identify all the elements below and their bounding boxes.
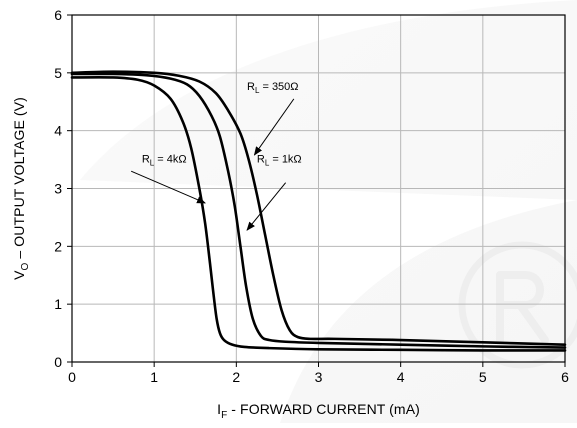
- y-axis-title: VO – OUTPUT VOLTAGE (V): [11, 97, 31, 280]
- annotation-4k-label: RL = 4kΩ: [142, 153, 187, 167]
- y-axis-text: – OUTPUT VOLTAGE (V): [11, 97, 27, 262]
- x-tick-label: 0: [68, 369, 76, 385]
- annotation-text: = 4kΩ: [154, 153, 186, 165]
- x-tick-label: 2: [232, 369, 240, 385]
- annotation-text: = 350Ω: [259, 81, 298, 93]
- x-tick-label: 1: [150, 369, 158, 385]
- annotation-1k-arrow: [247, 183, 286, 230]
- y-axis-subscript: O: [20, 262, 31, 270]
- y-tick-label: 5: [54, 65, 62, 81]
- annotation-symbol: R: [247, 81, 255, 93]
- y-tick-label: 0: [54, 354, 62, 370]
- x-axis-text: - FORWARD CURRENT (mA): [227, 401, 420, 417]
- y-tick-label: 3: [54, 181, 62, 197]
- y-tick-label: 1: [54, 296, 62, 312]
- y-tick-label: 2: [54, 238, 62, 254]
- y-tick-label: 6: [54, 7, 62, 23]
- annotation-text: = 1kΩ: [269, 153, 301, 165]
- annotation-symbol: R: [257, 153, 265, 165]
- x-tick-label: 4: [397, 369, 405, 385]
- y-tick-label: 4: [54, 123, 62, 139]
- x-tick-label: 6: [561, 369, 569, 385]
- annotation-350-label: RL = 350Ω: [247, 81, 299, 95]
- x-tick-label: 5: [479, 369, 487, 385]
- annotation-symbol: R: [142, 153, 150, 165]
- x-tick-label: 3: [315, 369, 323, 385]
- annotation-1k-label: RL = 1kΩ: [257, 153, 302, 167]
